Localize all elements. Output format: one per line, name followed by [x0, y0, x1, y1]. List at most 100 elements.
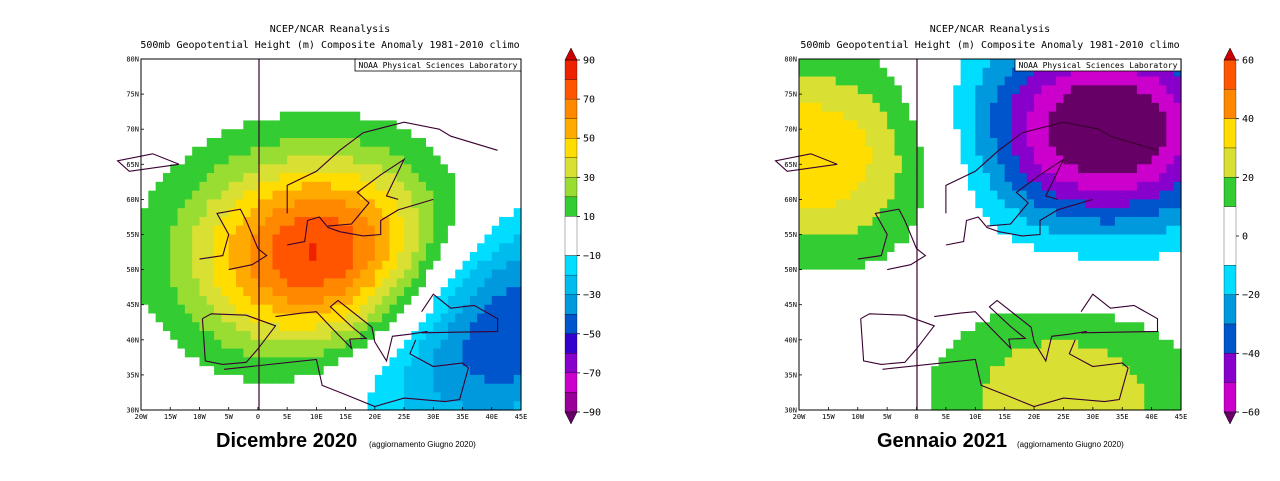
field-cell	[975, 173, 984, 183]
field-cell	[192, 304, 201, 315]
field-cell	[177, 331, 186, 341]
field-cell	[1136, 129, 1145, 139]
field-cell	[404, 146, 412, 157]
field-cell	[1144, 181, 1153, 192]
field-cell	[901, 322, 910, 332]
field-cell	[1107, 374, 1116, 385]
field-cell	[141, 190, 149, 201]
field-cell	[843, 278, 852, 288]
field-cell	[214, 295, 222, 306]
field-cell	[477, 357, 486, 367]
field-cell	[1034, 243, 1043, 253]
field-cell	[462, 295, 471, 306]
field-cell	[1114, 348, 1123, 358]
field-cell	[155, 67, 164, 78]
field-cell	[967, 164, 976, 174]
field-cell	[469, 401, 478, 411]
field-cell	[243, 102, 252, 113]
field-cell	[953, 120, 962, 130]
field-cell	[250, 129, 259, 139]
field-cell	[162, 129, 171, 139]
field-cell	[1048, 94, 1057, 104]
field-cell	[279, 357, 288, 367]
field-cell	[279, 339, 288, 350]
field-cell	[513, 76, 522, 86]
field-cell	[257, 67, 266, 78]
field-cell	[462, 252, 471, 262]
field-cell	[199, 366, 208, 376]
field-cell	[243, 304, 252, 315]
field-cell	[857, 164, 866, 174]
field-cell	[990, 366, 998, 376]
field-cell	[396, 146, 405, 157]
field-cell	[184, 243, 193, 253]
field-cell	[872, 313, 881, 323]
field-cell	[331, 94, 339, 104]
field-cell	[1100, 225, 1109, 236]
field-cell	[879, 225, 888, 236]
field-cell	[170, 208, 179, 218]
field-cell	[250, 199, 259, 209]
field-cell	[1012, 216, 1020, 227]
field-cell	[799, 287, 807, 297]
field-cell	[1085, 137, 1094, 148]
field-cell	[513, 155, 522, 165]
field-cell	[887, 295, 896, 306]
field-cell	[1136, 357, 1145, 367]
field-cell	[447, 260, 456, 271]
field-cell	[1019, 137, 1028, 148]
field-cell	[491, 339, 500, 350]
field-cell	[360, 199, 369, 209]
field-cell	[1144, 94, 1153, 104]
field-cell	[469, 208, 478, 218]
field-cell	[997, 392, 1006, 402]
field-cell	[982, 295, 991, 306]
field-cell	[975, 137, 984, 148]
field-cell	[433, 173, 442, 183]
field-cell	[148, 269, 157, 279]
field-cell	[265, 129, 274, 139]
field-cell	[1151, 392, 1160, 402]
field-cell	[192, 59, 201, 69]
field-cell	[1041, 102, 1050, 113]
field-cell	[1070, 155, 1079, 165]
field-cell	[982, 137, 991, 148]
field-cell	[433, 243, 442, 253]
field-cell	[931, 260, 940, 271]
field-cell	[923, 173, 932, 183]
field-cell	[294, 146, 303, 157]
field-cell	[170, 137, 179, 148]
field-cell	[367, 76, 376, 86]
field-cell	[206, 129, 215, 139]
field-cell	[982, 234, 991, 244]
field-cell	[799, 269, 807, 279]
field-cell	[967, 85, 976, 95]
field-cell	[1122, 313, 1131, 323]
field-cell	[360, 146, 369, 157]
field-cell	[177, 383, 186, 394]
y-tick-label: 40N	[784, 336, 797, 344]
field-cell	[447, 102, 456, 113]
field-cell	[843, 234, 852, 244]
field-cell	[990, 146, 998, 157]
field-cell	[316, 234, 325, 244]
field-cell	[374, 146, 383, 157]
field-cell	[813, 366, 822, 376]
field-cell	[455, 85, 464, 95]
field-cell	[1070, 243, 1079, 253]
field-cell	[1063, 129, 1072, 139]
field-cell	[923, 401, 932, 411]
field-cell	[301, 348, 310, 358]
field-cell	[931, 85, 940, 95]
field-cell	[411, 129, 420, 139]
field-cell	[411, 366, 420, 376]
field-cell	[909, 392, 918, 402]
field-cell	[879, 322, 888, 332]
field-cell	[901, 59, 910, 69]
field-cell	[141, 401, 149, 411]
field-cell	[828, 401, 837, 411]
field-cell	[199, 164, 208, 174]
field-cell	[1070, 278, 1079, 288]
field-cell	[806, 76, 815, 86]
field-cell	[1070, 234, 1079, 244]
